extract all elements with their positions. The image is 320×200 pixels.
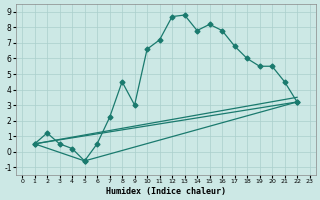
X-axis label: Humidex (Indice chaleur): Humidex (Indice chaleur) (106, 187, 226, 196)
